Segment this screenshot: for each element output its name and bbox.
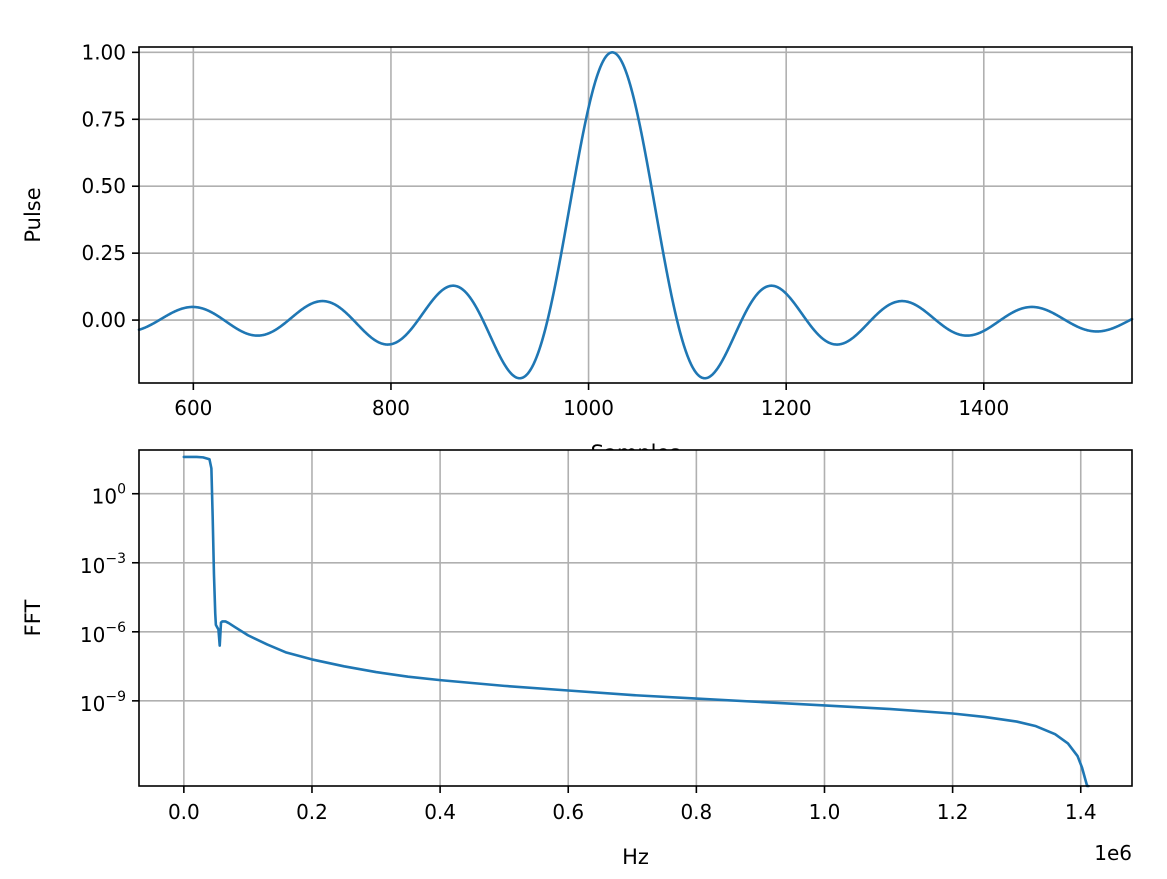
top-y-tick-label: 0.50 <box>81 174 126 198</box>
top-plot-ticks: 600 800 1000 1200 1400 0.00 0.25 0.50 0.75 1.00 <box>81 40 1009 420</box>
top-x-tick-label: 1200 <box>761 396 812 420</box>
bottom-y-tick-label: 10−6 <box>80 620 126 647</box>
top-y-tick-label: 0.75 <box>81 107 126 131</box>
top-x-tick-label: 1400 <box>958 396 1009 420</box>
bottom-x-tick-label: 1.2 <box>937 800 969 824</box>
bottom-y-tick-label: 100 <box>92 482 126 509</box>
bottom-plot-gridlines <box>139 450 1132 786</box>
bottom-y-tick-label: 10−9 <box>80 689 126 716</box>
top-plot-y-axis-label: Pulse <box>21 187 45 242</box>
bottom-x-tick-label: 0.6 <box>552 800 584 824</box>
top-x-tick-label: 600 <box>174 396 212 420</box>
bottom-x-tick-label: 1.0 <box>809 800 841 824</box>
bottom-plot-frame <box>138 449 1133 787</box>
fft-series-line <box>182 455 1090 788</box>
bottom-x-tick-label: 1.4 <box>1065 800 1097 824</box>
bottom-plot-x-axis-label: Hz <box>622 845 649 869</box>
pulse-series-line <box>137 51 1134 380</box>
bottom-plot-x-offset-label: 1e6 <box>1094 841 1132 865</box>
top-x-tick-label: 1000 <box>563 396 614 420</box>
bottom-x-tick-label: 0.0 <box>168 800 200 824</box>
bottom-plot-ticks: 0.0 0.2 0.4 0.6 0.8 1.0 1.2 1.4 100 10−3 10−6 10−9 <box>80 482 1097 824</box>
top-y-tick-label: 1.00 <box>81 40 126 64</box>
bottom-plot-background <box>139 450 1132 786</box>
top-plot-frame <box>138 46 1133 384</box>
top-y-tick-label: 0.00 <box>81 308 126 332</box>
bottom-plot-y-axis-label: FFT <box>21 600 45 637</box>
bottom-x-tick-label: 0.8 <box>680 800 712 824</box>
bottom-y-tick-label: 10−3 <box>80 551 126 578</box>
bottom-x-tick-label: 0.2 <box>296 800 328 824</box>
top-x-tick-label: 800 <box>372 396 410 420</box>
bottom-x-tick-label: 0.4 <box>424 800 456 824</box>
top-y-tick-label: 0.25 <box>81 241 126 265</box>
